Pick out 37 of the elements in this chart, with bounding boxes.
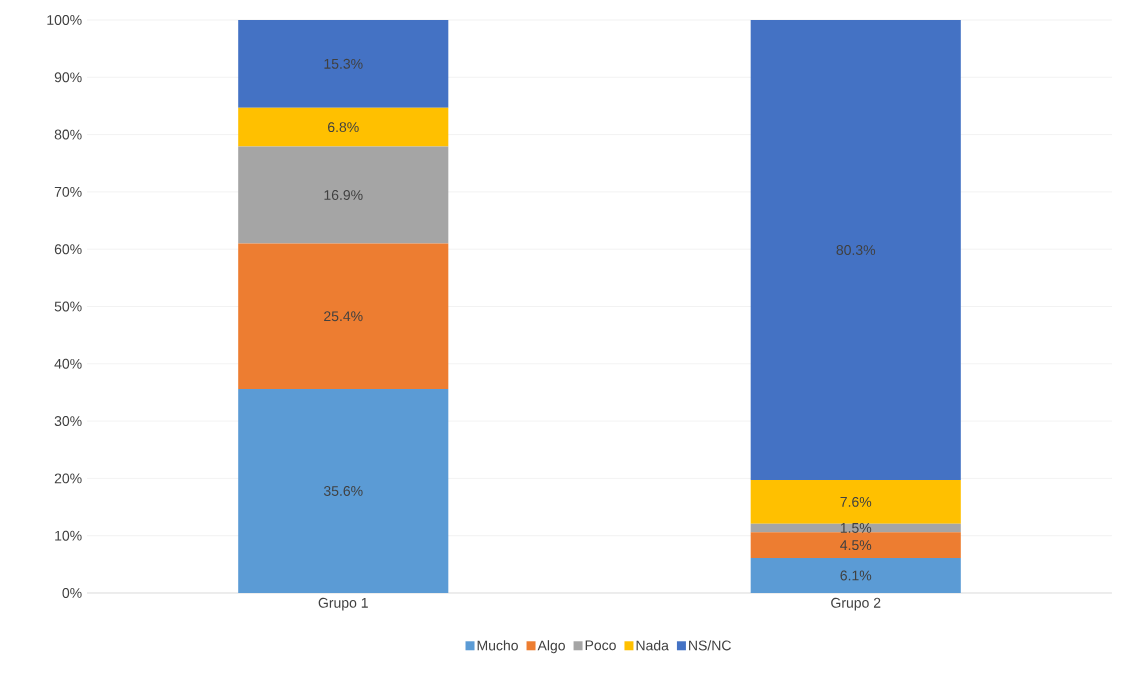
bar [238,243,449,389]
bar [750,480,961,524]
bar [238,107,449,147]
data-label: 6.1% [840,570,872,581]
y-tick-label: 0% [62,588,82,598]
bar [238,389,449,593]
data-label: 1.5% [840,523,872,533]
data-label: 16.9% [324,190,363,200]
data-label: 35.6% [323,486,363,496]
y-tick-label: 80% [54,129,82,140]
bar [238,19,449,108]
data-label: 6.8% [328,122,359,133]
y-tick-label: 30% [54,416,82,427]
bar [750,558,961,593]
bar [750,19,961,481]
y-tick-label: 50% [54,301,82,312]
legend-label: Mucho [477,640,518,651]
legend-label: Algo [537,640,565,654]
data-label: 25.4% [324,311,363,322]
data-label: 80.3% [836,245,876,256]
legend-label: Nada [636,640,669,651]
y-tick-label: 100% [47,15,82,25]
bar [750,532,961,559]
data-label: 15.3% [324,58,363,69]
y-tick-label: 10% [55,530,82,541]
x-tick-label: Grupo 1 [318,597,368,611]
bar [238,146,449,244]
y-tick-label: 40% [54,358,82,369]
y-tick-label: 60% [54,244,82,255]
data-label: 4.5% [840,540,872,551]
y-tick-label: 90% [54,72,82,83]
data-label: 7.6% [840,496,872,507]
legend-label: Poco [585,640,616,651]
y-tick-label: 70% [54,186,82,197]
legend-label: NS/NC [689,640,731,651]
y-tick-label: 20% [54,473,82,484]
x-tick-label: Grupo 2 [831,597,881,611]
